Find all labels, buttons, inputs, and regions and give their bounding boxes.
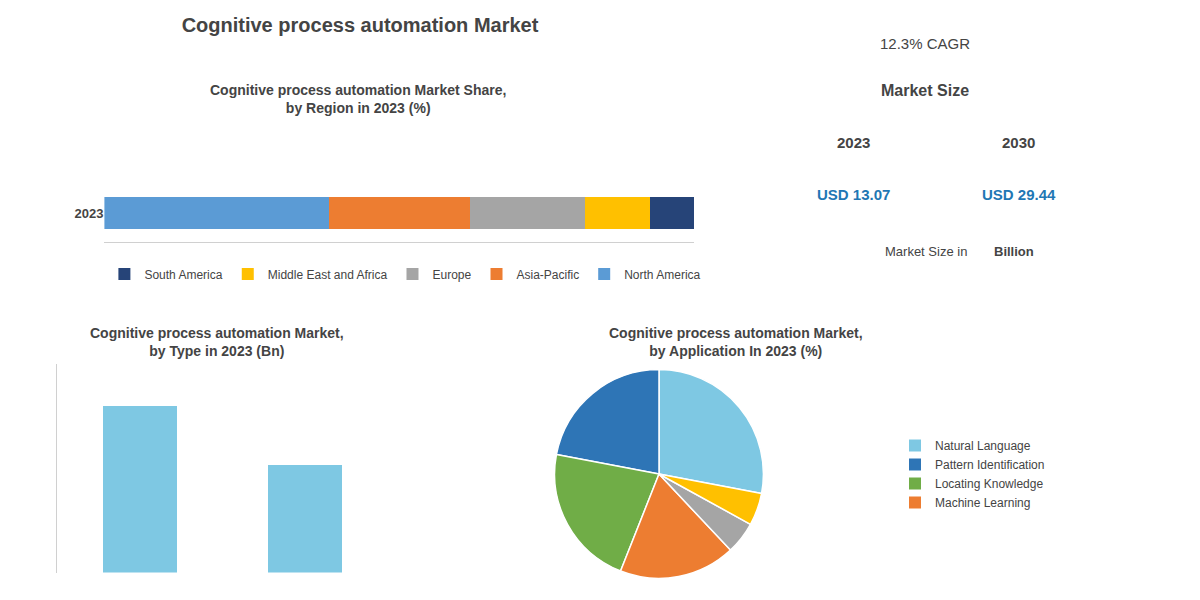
svg-text:North America: North America [624, 268, 700, 282]
svg-text:Cognitive process automation M: Cognitive process automation Market [182, 14, 539, 36]
svg-text:12.3% CAGR: 12.3% CAGR [880, 35, 970, 52]
svg-text:2023: 2023 [74, 206, 103, 221]
svg-text:Pattern Identification: Pattern Identification [935, 458, 1044, 472]
svg-text:Market Size in: Market Size in [885, 244, 967, 259]
svg-text:Cognitive process automation M: Cognitive process automation Market,by T… [90, 325, 344, 359]
svg-text:Asia-Pacific: Asia-Pacific [517, 268, 580, 282]
svg-text:USD 29.44: USD 29.44 [982, 186, 1056, 203]
svg-text:2023: 2023 [837, 134, 870, 151]
svg-text:Europe: Europe [432, 268, 471, 282]
svg-text:Machine Learning: Machine Learning [935, 496, 1030, 510]
svg-text:Billion: Billion [994, 244, 1034, 259]
svg-text:Market Size: Market Size [881, 82, 969, 99]
svg-text:Natural Language: Natural Language [935, 439, 1031, 453]
svg-text:Cognitive process automation M: Cognitive process automation Market Shar… [210, 82, 506, 116]
svg-text:Middle East and Africa: Middle East and Africa [268, 268, 388, 282]
svg-text:Cognitive process automation M: Cognitive process automation Market,by A… [609, 325, 863, 359]
svg-text:2030: 2030 [1002, 134, 1035, 151]
svg-text:Locating Knowledge: Locating Knowledge [935, 477, 1043, 491]
svg-text:South America: South America [144, 268, 222, 282]
svg-text:USD 13.07: USD 13.07 [817, 186, 890, 203]
